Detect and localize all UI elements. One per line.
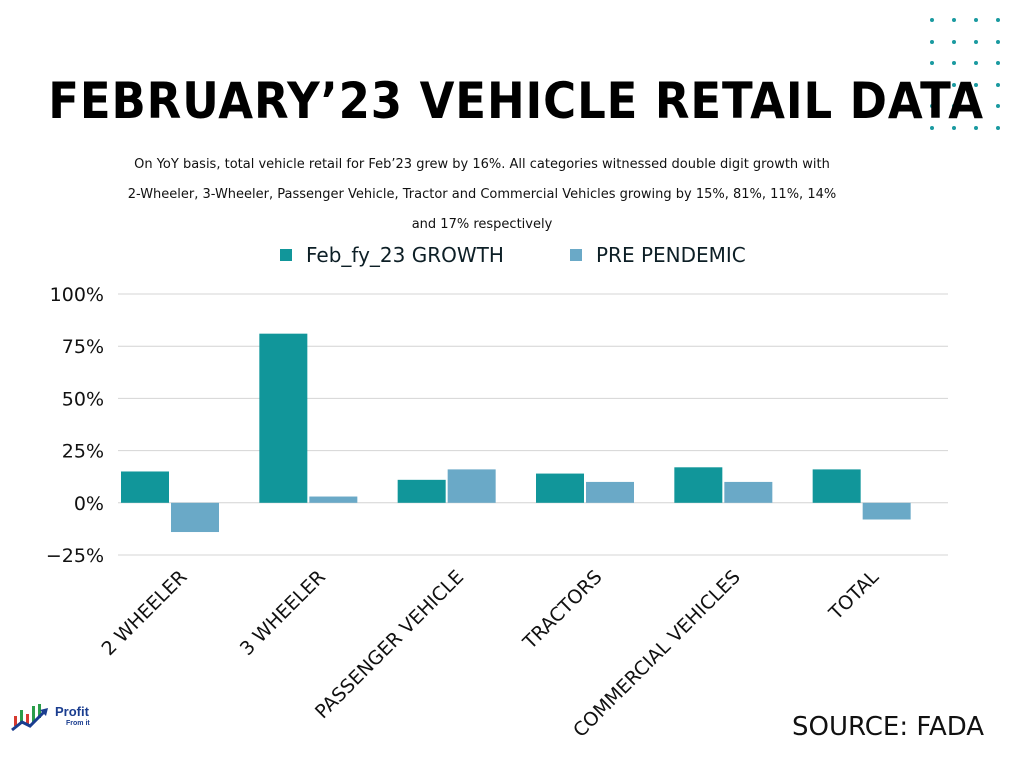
y-tick-label: 50% bbox=[62, 388, 104, 410]
y-tick-label: −25% bbox=[46, 545, 104, 567]
logo-chart-icon bbox=[11, 704, 48, 732]
logo-text-main: Profit bbox=[55, 704, 89, 719]
decorative-dot bbox=[974, 61, 978, 65]
bar-growth bbox=[259, 333, 308, 503]
decorative-dot bbox=[930, 61, 934, 65]
y-tick-label: 100% bbox=[50, 284, 104, 306]
decorative-dot bbox=[974, 82, 978, 87]
decorative-dot bbox=[996, 82, 1000, 87]
bar-growth bbox=[397, 479, 446, 503]
decorative-dot bbox=[996, 125, 1000, 130]
bar-growth bbox=[812, 469, 861, 503]
bar-pre-pandemic bbox=[309, 496, 358, 503]
decorative-dot bbox=[952, 39, 956, 44]
decorative-dot bbox=[930, 18, 934, 22]
decorative-dot bbox=[996, 104, 1000, 108]
legend-item-growth: Feb_fy_23 GROWTH bbox=[280, 243, 504, 267]
y-tick-label: 25% bbox=[62, 441, 104, 463]
subtitle-line: 2-Wheeler, 3-Wheeler, Passenger Vehicle,… bbox=[127, 187, 837, 202]
x-tick-label: TOTAL bbox=[824, 566, 883, 625]
decorative-dot bbox=[974, 39, 978, 44]
decorative-dot bbox=[952, 61, 956, 65]
bar-pre-pandemic bbox=[171, 502, 219, 533]
decorative-dot bbox=[952, 18, 956, 22]
bar-growth bbox=[121, 471, 169, 503]
legend-item-pre-pandemic: PRE PENDEMIC bbox=[570, 243, 746, 267]
decorative-dot bbox=[930, 39, 934, 44]
decorative-dot bbox=[952, 82, 956, 87]
decorative-dot bbox=[930, 125, 934, 130]
y-tick-label: 75% bbox=[62, 336, 104, 358]
decorative-dot bbox=[974, 104, 978, 108]
chart-legend: Feb_fy_23 GROWTH PRE PENDEMIC bbox=[0, 243, 1024, 269]
legend-label-pre-pandemic: PRE PENDEMIC bbox=[596, 243, 746, 267]
profit-from-it-logo: Profit From it bbox=[10, 700, 120, 740]
chart-subtitle: On YoY basis, total vehicle retail for F… bbox=[60, 150, 904, 240]
bar-pre-pandemic bbox=[724, 481, 773, 503]
legend-swatch-pre-pandemic bbox=[570, 249, 582, 261]
bar-pre-pandemic bbox=[447, 469, 496, 503]
chart-title: FEBRUARY’23 VEHICLE RETAIL DATA bbox=[48, 72, 984, 130]
bar-pre-pandemic bbox=[862, 502, 911, 520]
decorative-dot bbox=[952, 125, 956, 130]
decorative-dot bbox=[996, 18, 1000, 22]
legend-swatch-growth bbox=[280, 249, 292, 261]
decorative-dot bbox=[930, 82, 934, 87]
x-tick-label: PASSENGER VEHICLE bbox=[311, 566, 468, 723]
x-tick-label: 3 WHEELER bbox=[236, 566, 330, 660]
decorative-dot bbox=[974, 125, 978, 130]
subtitle-line: and 17% respectively bbox=[411, 217, 553, 232]
x-tick-label: TRACTORS bbox=[518, 566, 606, 654]
bar-growth bbox=[674, 467, 723, 503]
legend-label-growth: Feb_fy_23 GROWTH bbox=[306, 243, 504, 267]
decorative-dot bbox=[974, 18, 978, 22]
decorative-dot bbox=[996, 61, 1000, 65]
decorative-dots bbox=[930, 18, 1010, 134]
logo-text-sub: From it bbox=[66, 720, 90, 727]
decorative-dot bbox=[996, 39, 1000, 44]
decorative-dot bbox=[930, 104, 934, 108]
source-note: SOURCE: FADA bbox=[792, 712, 985, 742]
x-tick-label: 2 WHEELER bbox=[97, 566, 191, 660]
y-tick-label: 0% bbox=[74, 493, 104, 515]
decorative-dot bbox=[952, 104, 956, 108]
bar-growth bbox=[536, 473, 584, 503]
bar-pre-pandemic bbox=[586, 481, 634, 503]
subtitle-line: On YoY basis, total vehicle retail for F… bbox=[134, 157, 830, 172]
